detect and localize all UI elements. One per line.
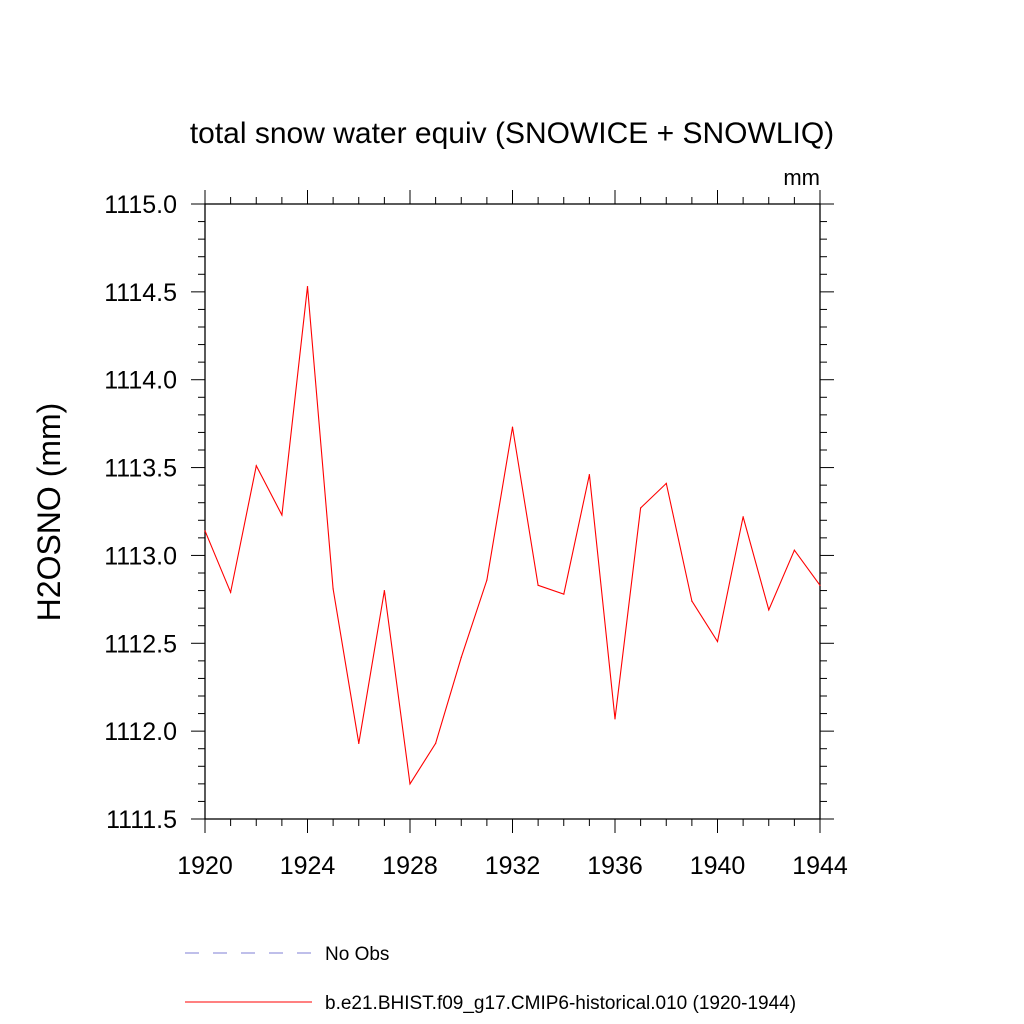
legend-label-model: b.e21.BHIST.f09_g17.CMIP6-historical.010… (325, 993, 796, 1014)
data-point (793, 549, 795, 551)
data-point (332, 588, 334, 590)
data-point (819, 584, 821, 586)
units-label: mm (783, 165, 820, 190)
data-point (281, 514, 283, 516)
data-point (460, 656, 462, 658)
data-point (255, 465, 257, 467)
legend: No Obs b.e21.BHIST.f09_g17.CMIP6-histori… (185, 944, 796, 1014)
data-point (537, 584, 539, 586)
data-point (691, 600, 693, 602)
data-point (435, 742, 437, 745)
y-tick-label: 1112.5 (104, 630, 177, 658)
x-tick-label: 1940 (690, 852, 746, 880)
y-tick-label: 1112.0 (104, 718, 177, 746)
data-point (563, 593, 565, 595)
y-tick-label: 1114.5 (104, 279, 177, 307)
x-tick-label: 1944 (792, 852, 848, 880)
x-tick-label: 1932 (485, 852, 541, 880)
data-point (588, 474, 590, 476)
data-point (383, 589, 385, 592)
x-tick-label: 1928 (382, 852, 438, 880)
x-tick-label: 1924 (280, 852, 336, 880)
x-tick-label: 1920 (177, 852, 233, 880)
data-point (204, 530, 206, 532)
series-group (204, 285, 821, 786)
y-axis-label: H2OSNO (mm) (31, 403, 67, 622)
y-tick-label: 1115.0 (104, 191, 177, 219)
x-tick-label: 1936 (587, 852, 643, 880)
chart-title: total snow water equiv (SNOWICE + SNOWLI… (190, 117, 834, 150)
y-tick-label: 1111.5 (106, 806, 177, 834)
data-point (716, 640, 719, 643)
data-point (614, 718, 616, 720)
plot-frame (204, 203, 821, 820)
data-point (306, 285, 309, 288)
legend-label-no-obs: No Obs (325, 944, 389, 965)
data-point (640, 507, 642, 509)
data-point (665, 482, 667, 484)
data-point (230, 591, 232, 593)
data-point (486, 579, 488, 581)
data-point (409, 783, 411, 785)
data-point (742, 516, 744, 518)
y-tick-label: 1113.5 (104, 455, 177, 483)
axes: 1920 1924 1928 1932 1936 1940 1944 1111.5 1112.0… (104, 190, 848, 880)
series-line (204, 286, 821, 786)
y-tick-label: 1114.0 (104, 367, 177, 395)
y-tick-label: 1113.0 (104, 542, 177, 570)
data-point (768, 609, 770, 611)
data-point (511, 426, 514, 428)
data-point (358, 742, 360, 745)
